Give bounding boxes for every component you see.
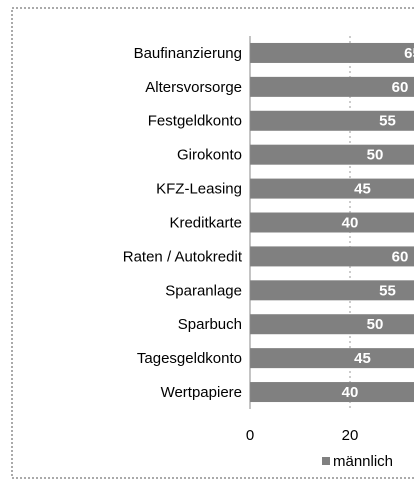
bar (250, 178, 414, 199)
bar (250, 42, 414, 63)
y-tick-label: Raten / Autokredit (123, 248, 243, 265)
legend-swatch (322, 457, 330, 465)
bar (250, 212, 414, 233)
y-tick-label: Baufinanzierung (134, 45, 242, 62)
y-tick-label: KFZ-Leasing (156, 181, 242, 198)
bar (250, 76, 414, 97)
x-tick-label: 20 (342, 427, 359, 444)
y-tick-label: Girokonto (177, 147, 242, 164)
value-label: 40 (342, 384, 359, 401)
bar (250, 314, 414, 335)
value-label: 60 (392, 248, 409, 265)
value-label: 50 (367, 147, 384, 164)
value-label: 50 (367, 316, 384, 333)
x-tick-label: 0 (246, 427, 254, 444)
y-tick-label: Tagesgeldkonto (137, 350, 242, 367)
y-tick-label: Altersvorsorge (145, 79, 242, 96)
value-label: 65 (404, 45, 414, 62)
y-tick-label: Kreditkarte (169, 214, 242, 231)
value-label: 60 (392, 79, 409, 96)
y-tick-label: Sparanlage (165, 282, 242, 299)
bar (250, 144, 414, 165)
legend-label: männlich (333, 453, 393, 470)
value-label: 55 (379, 282, 396, 299)
value-label: 40 (342, 214, 359, 231)
bar (250, 246, 414, 267)
bar (250, 382, 414, 403)
value-label: 55 (379, 113, 396, 130)
chart-frame (11, 7, 414, 479)
y-tick-label: Wertpapiere (161, 384, 242, 401)
y-tick-label: Festgeldkonto (148, 113, 242, 130)
bar (250, 110, 414, 131)
y-tick-label: Sparbuch (178, 316, 242, 333)
bar (250, 348, 414, 369)
value-label: 45 (354, 181, 371, 198)
bar (250, 280, 414, 301)
value-label: 45 (354, 350, 371, 367)
